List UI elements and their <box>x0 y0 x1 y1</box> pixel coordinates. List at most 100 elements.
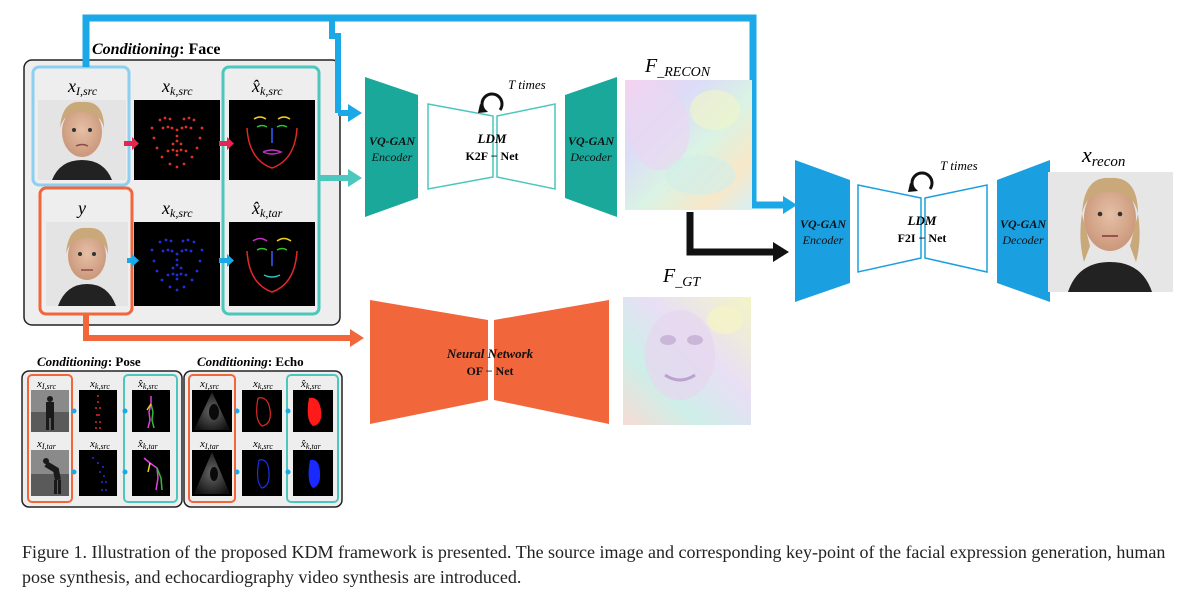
stage2-decoder-label-1: VQ-GAN <box>1000 217 1047 231</box>
flow-gt-image <box>623 297 751 425</box>
kdm-framework-diagram: Conditioning: Face xI,src xk,src x̂k,src <box>21 14 1173 508</box>
arrow-keypoints-to-encoder-head <box>348 169 362 187</box>
echo-label-r1c3: x̂k,src <box>300 378 321 391</box>
stage1-loop-icon-head <box>478 104 488 113</box>
source-face-keypoints <box>134 100 220 180</box>
stage1-loop-icon <box>480 92 504 111</box>
stage1-t-times: T times <box>508 77 546 92</box>
source-image-highlight-box <box>31 65 131 187</box>
echo-orange-box <box>188 374 236 503</box>
target-face-photo <box>46 222 128 306</box>
stage2-ldm-right <box>924 184 988 273</box>
pose-arrow-dot-4 <box>122 469 128 475</box>
label-x-k-src-row2: xk,src <box>161 198 193 220</box>
echo-arrow-dot-4 <box>285 469 291 475</box>
stage1-encoder-label-2: Encoder <box>371 150 413 164</box>
pose-label-r1c2: xk,src <box>89 378 110 391</box>
pose-orange-box <box>27 374 73 503</box>
stage2-ldm-left <box>857 184 922 273</box>
arrow-flow-to-stage2-head <box>773 242 789 262</box>
arrow-kp-to-lines <box>219 141 228 146</box>
echo-source-mask <box>293 390 333 432</box>
flow-gt-label: F_GT <box>662 265 701 290</box>
arrow-flow-to-stage2 <box>686 212 775 256</box>
arrow-src-img-to-kp-head <box>132 137 139 150</box>
echo-arrow-dot-3 <box>234 469 240 475</box>
arrow-tar-kp-to-lines-head <box>227 254 234 267</box>
echo-label-r2c2: xk,src <box>252 438 273 451</box>
pose-panel-title: Conditioning: Pose <box>37 354 141 369</box>
stage1-vqgan-decoder <box>565 77 617 217</box>
figure-caption: Figure 1. Illustration of the proposed K… <box>22 542 1166 587</box>
echo-target-image <box>192 450 232 496</box>
pose-label-r2c3: x̂k,tar <box>137 438 159 451</box>
echo-teal-box <box>286 374 339 503</box>
ofnet-left <box>370 300 488 424</box>
ofnet-right <box>494 300 609 424</box>
label-y: y <box>76 198 86 218</box>
stage2-ldm-sub: F2I − Net <box>898 231 947 245</box>
target-face-keypoints <box>134 222 220 306</box>
flow-recon-label: F_RECON <box>644 55 711 80</box>
stage2-vqgan-decoder <box>997 160 1050 302</box>
echo-label-r1c1: xI,src <box>199 378 219 391</box>
stage1-decoder-label-2: Decoder <box>569 150 612 164</box>
arrow-target-to-ofnet <box>83 314 352 341</box>
pose-label-r1c3: x̂k,src <box>137 378 158 391</box>
echo-panel-title: Conditioning: Echo <box>197 354 304 369</box>
stage2-vqgan-encoder <box>795 160 850 302</box>
stage1-ldm-sub: K2F − Net <box>465 149 518 163</box>
stage1-decoder-label-1: VQ-GAN <box>568 134 615 148</box>
pose-source-keypoints <box>79 390 117 432</box>
pose-source-image <box>31 390 69 432</box>
label-xhat-k-tar: x̂k,tar <box>251 198 283 220</box>
label-x-i-src: xI,src <box>67 76 98 98</box>
echo-target-keypoints <box>242 450 282 496</box>
pose-target-image <box>31 450 69 496</box>
pose-label-r2c2: xk,src <box>89 438 110 451</box>
arrow-tar-kp-to-lines <box>219 258 228 263</box>
stage2-t-times: T times <box>940 158 978 173</box>
pose-label-r2c1: xI,tar <box>36 438 57 451</box>
arrow-tar-img-to-kp <box>127 258 133 263</box>
source-face-photo <box>38 100 126 180</box>
pose-arrow-dot-2 <box>122 408 128 414</box>
arrow-tar-img-to-kp-head <box>132 254 139 267</box>
stage2-encoder-label-1: VQ-GAN <box>800 217 847 231</box>
source-face-keypoint-lines <box>229 100 315 180</box>
stage1-vqgan-encoder <box>365 77 418 217</box>
stage2-loop-icon <box>910 171 934 190</box>
stage1-ldm-right <box>496 103 556 190</box>
arrow-source-to-encoders <box>82 14 785 209</box>
ofnet-sub: OF − Net <box>466 364 513 378</box>
arrow-target-to-ofnet-head <box>350 329 364 347</box>
arrow-source-to-stage1-encoder <box>329 18 341 113</box>
stage2-encoder-label-2: Encoder <box>802 233 844 247</box>
keypoint-highlight-box <box>221 65 321 316</box>
flow-recon-image <box>625 80 752 210</box>
target-face-keypoint-lines <box>229 222 315 306</box>
stage2-ldm-title: LDM <box>907 213 937 228</box>
arrow-src-img-to-kp <box>124 141 133 146</box>
arrow-source-to-stage1-encoder-head <box>348 104 362 122</box>
echo-source-image <box>192 390 232 432</box>
echo-source-keypoints <box>242 390 282 432</box>
stage2-loop-icon-head <box>908 183 918 192</box>
pose-arrow-dot-3 <box>71 469 77 475</box>
label-xhat-k-src: x̂k,src <box>251 76 283 98</box>
arrow-source-to-stage2-head <box>783 196 797 214</box>
stage1-ldm-title: LDM <box>477 131 507 146</box>
echo-label-r2c1: xI,tar <box>199 438 220 451</box>
ofnet-title: Neural Network <box>446 346 534 361</box>
arrow-kp-to-lines-head <box>227 137 234 150</box>
label-x-k-src: xk,src <box>161 76 193 98</box>
echo-label-r1c2: xk,src <box>252 378 273 391</box>
echo-arrow-dot-1 <box>234 408 240 414</box>
reconstructed-face-photo <box>1048 172 1173 292</box>
pose-label-r1c1: xI,src <box>36 378 56 391</box>
pose-source-skeleton <box>132 390 170 432</box>
stage2-decoder-label-2: Decoder <box>1001 233 1044 247</box>
pose-target-keypoints <box>79 450 117 496</box>
echo-arrow-dot-2 <box>285 408 291 414</box>
output-label: xrecon <box>1081 142 1125 170</box>
